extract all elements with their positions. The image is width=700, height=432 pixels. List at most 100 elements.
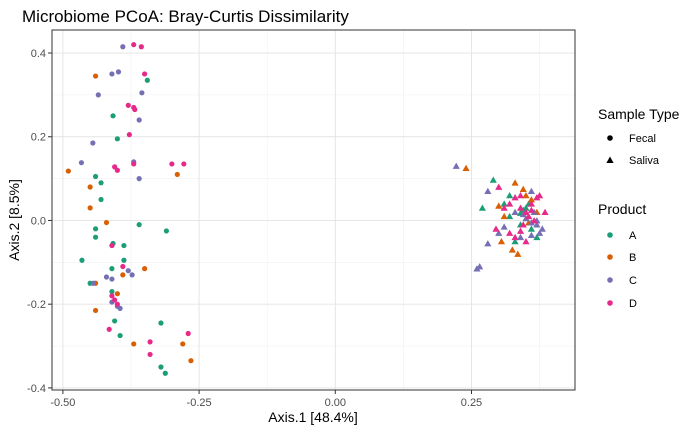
legend-product-title: Product (598, 201, 646, 217)
data-point-fecal-b (131, 341, 137, 347)
data-point-saliva-a (511, 237, 519, 245)
data-point-fecal-a (114, 136, 120, 142)
data-point-saliva-c (495, 229, 503, 236)
data-point-saliva-b (527, 196, 535, 203)
data-point-saliva-b (495, 202, 503, 209)
data-point-saliva-d (530, 217, 538, 224)
data-point-fecal-b (92, 307, 99, 314)
data-point-saliva-d (522, 208, 530, 215)
data-point-fecal-d (109, 242, 115, 249)
plot-panel (52, 30, 575, 390)
data-point-fecal-d (112, 297, 118, 303)
data-point-saliva-b (519, 185, 527, 192)
data-point-saliva-b (508, 246, 516, 253)
data-point-fecal-d (125, 102, 131, 108)
data-point-fecal-d (147, 351, 153, 358)
data-point-fecal-b (65, 168, 71, 174)
data-point-saliva-b (500, 212, 508, 220)
data-point-fecal-c (95, 92, 101, 98)
data-point-fecal-b (188, 358, 194, 364)
data-point-saliva-a (489, 176, 497, 183)
data-point-fecal-a (162, 370, 168, 376)
legend-fecal-label: Fecal (629, 133, 656, 145)
data-point-saliva-a (506, 212, 514, 220)
data-point-saliva-d (541, 208, 549, 215)
data-point-fecal-d (112, 164, 118, 170)
data-point-fecal-a (92, 226, 99, 232)
data-point-fecal-a (121, 257, 127, 263)
data-point-fecal-a (136, 222, 142, 228)
data-point-saliva-d (525, 212, 533, 220)
data-point-fecal-d (106, 326, 112, 332)
data-point-fecal-d (138, 44, 144, 50)
data-point-fecal-c (136, 176, 142, 182)
data-point-fecal-d (181, 161, 187, 167)
data-point-saliva-c (500, 223, 508, 230)
data-point-saliva-c (538, 225, 546, 232)
data-point-fecal-a (158, 364, 164, 370)
data-point-saliva-c (484, 187, 492, 195)
data-point-fecal-b (87, 205, 93, 211)
legend-b-label: B (629, 252, 636, 264)
x-axis-ticks: -0.50 -0.25 0.00 0.25 (50, 390, 482, 409)
data-point-saliva-d (516, 227, 525, 234)
x-tick-label: 0.00 (325, 397, 346, 409)
data-point-fecal-c (129, 272, 135, 278)
data-point-fecal-a (144, 77, 150, 83)
data-point-fecal-b (103, 219, 110, 226)
x-tick-label: -0.25 (187, 397, 212, 409)
data-point-saliva-d (506, 229, 514, 236)
data-point-fecal-b (180, 341, 186, 347)
plot-border (51, 29, 576, 391)
legend-saliva-key (606, 156, 614, 163)
data-point-saliva-c (516, 233, 525, 241)
legend-c-key (607, 277, 613, 283)
y-tick-label: -0.2 (27, 299, 46, 311)
legend-a-label: A (629, 230, 637, 242)
data-point-fecal-a (110, 113, 116, 119)
x-tick-label: 0.25 (461, 397, 482, 409)
data-point-saliva-d (536, 191, 544, 199)
data-point-fecal-d (126, 132, 132, 138)
data-point-saliva-a (506, 191, 514, 199)
data-point-saliva-b (511, 179, 519, 186)
legend-product: Product A B C D (598, 201, 646, 310)
data-point-saliva-c (511, 208, 519, 215)
data-point-fecal-d (120, 263, 126, 270)
legend-fecal-key (607, 135, 613, 141)
data-point-fecal-a (112, 318, 118, 324)
data-point-fecal-b (92, 73, 99, 79)
data-point-fecal-b (174, 171, 180, 178)
data-point-fecal-c (139, 90, 145, 96)
data-point-fecal-c (78, 160, 85, 166)
data-point-fecal-d (109, 293, 115, 299)
data-point-saliva-d (506, 200, 514, 207)
data-point-fecal-a (109, 289, 115, 295)
legend-b-key (607, 254, 613, 260)
legend-a-key (607, 232, 613, 238)
data-point-saliva-a (500, 200, 508, 207)
data-point-saliva-b (497, 237, 506, 245)
y-tick-label: 0.4 (31, 48, 46, 60)
data-point-saliva-b (514, 250, 522, 257)
y-tick-label: -0.4 (27, 383, 46, 395)
x-axis-label: Axis.1 [48.4%] (268, 409, 358, 425)
data-point-fecal-d (114, 301, 120, 307)
data-point-saliva-d (519, 221, 527, 228)
data-point-fecal-a (92, 173, 99, 180)
data-point-fecal-a (79, 257, 85, 263)
legend-sample-type: Sample Type Fecal Saliva (598, 106, 680, 167)
data-point-saliva-a (478, 204, 486, 211)
legend-d-key (607, 300, 613, 306)
data-point-fecal-a (98, 180, 104, 186)
data-point-saliva-d (492, 225, 500, 232)
data-point-saliva-b (522, 191, 530, 199)
plot-background (52, 30, 575, 390)
data-point-fecal-d (132, 106, 138, 113)
data-point-fecal-c (117, 305, 123, 311)
data-point-fecal-c (90, 140, 96, 146)
data-point-fecal-c (125, 268, 131, 274)
data-point-saliva-d (516, 191, 525, 199)
data-point-fecal-c (109, 276, 115, 282)
data-point-fecal-d (131, 161, 137, 167)
